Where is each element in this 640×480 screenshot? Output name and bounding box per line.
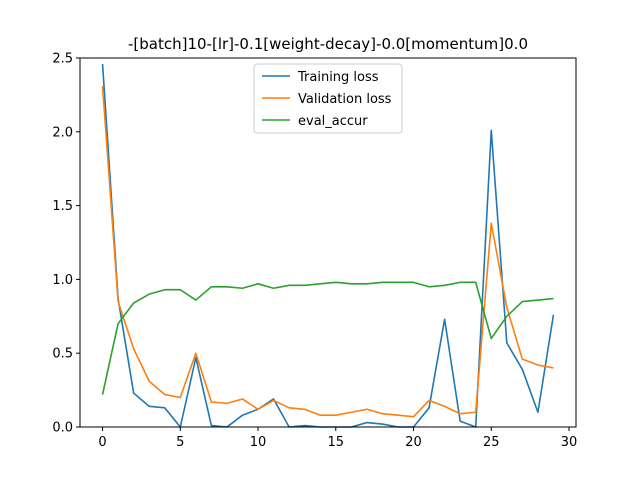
x-tick-label: 15 <box>328 435 345 450</box>
legend-box <box>253 63 403 134</box>
y-tick-label: 2.0 <box>52 125 73 140</box>
legend-label-0: Training loss <box>297 70 379 85</box>
y-axis: 0.0 0.5 1.0 1.5 2.0 2.5 <box>52 52 80 436</box>
chart-title: -[batch]10-[lr]-0.1[weight-decay]-0.0[mo… <box>128 35 528 53</box>
x-tick-label: 25 <box>483 435 500 450</box>
y-tick-label: 0.0 <box>52 421 73 436</box>
legend-items: Training loss Validation loss eval_accur <box>262 70 392 129</box>
x-tick-label: 30 <box>561 435 578 450</box>
plot-frame <box>79 57 577 428</box>
legend: Training loss Validation loss eval_accur <box>253 63 403 134</box>
x-tick-label: 20 <box>405 435 422 450</box>
y-tick-label: 0.5 <box>52 347 73 362</box>
y-tick-label: 1.0 <box>52 273 73 288</box>
y-tick-label: 1.5 <box>52 199 73 214</box>
y-tick-label: 2.5 <box>52 52 73 67</box>
legend-label-2: eval_accur <box>298 114 368 129</box>
series-line-1 <box>101 85 554 418</box>
series-line-2 <box>101 281 554 395</box>
x-tick-label: 5 <box>176 435 184 450</box>
x-tick-label: 10 <box>250 435 267 450</box>
x-axis: 0 5 10 15 20 25 30 <box>98 427 577 450</box>
x-tick-label: 0 <box>98 435 106 450</box>
legend-label-1: Validation loss <box>298 92 392 107</box>
